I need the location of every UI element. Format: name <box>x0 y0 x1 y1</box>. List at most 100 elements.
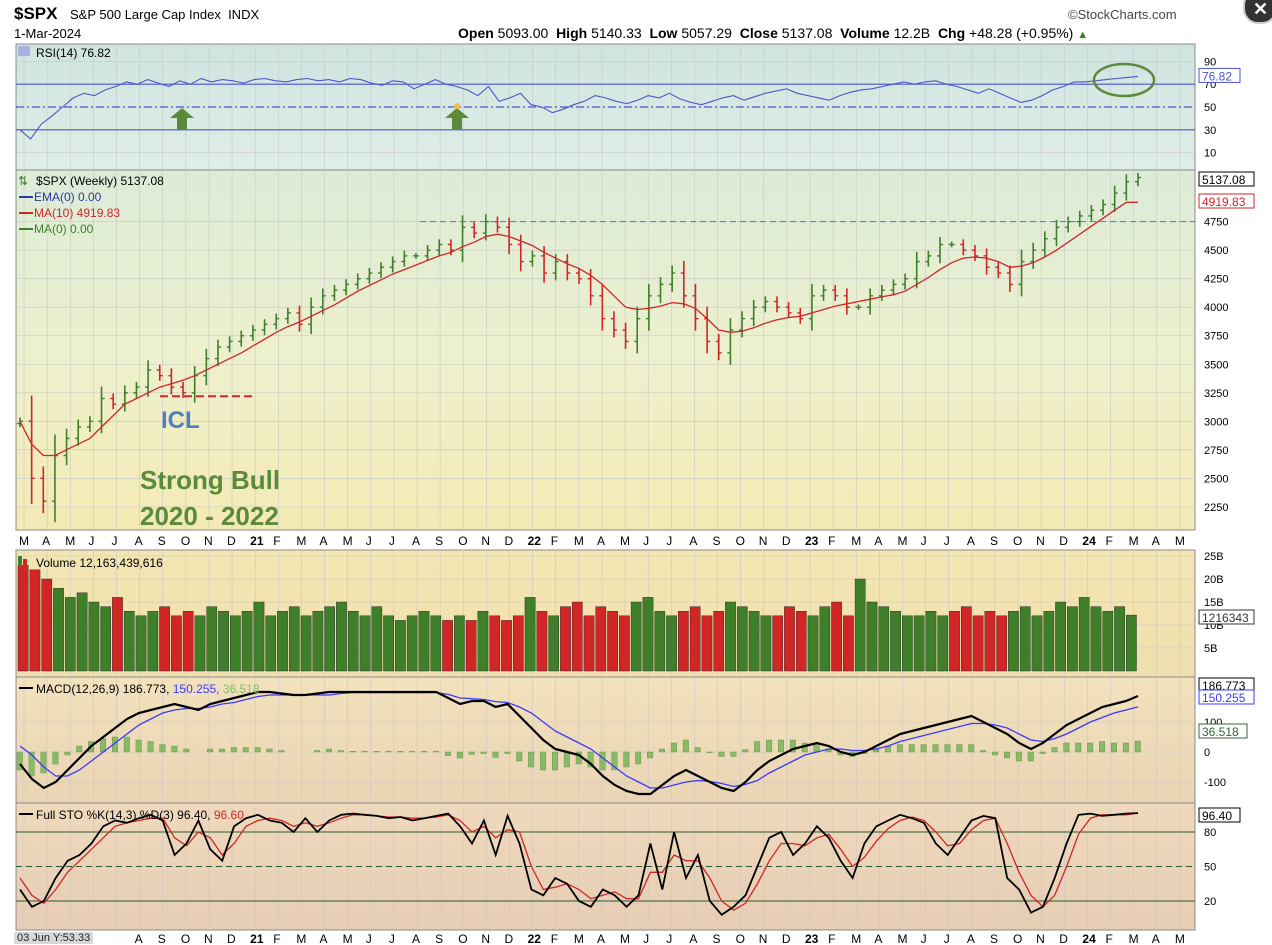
volume-bar <box>1078 597 1090 672</box>
month-label-bottom: A <box>689 932 697 945</box>
rsi-legend-swatch <box>18 46 30 56</box>
green-up-arrow-icon <box>445 108 469 130</box>
month-label-bottom: F <box>1106 932 1113 945</box>
sto-k-value: 96.40, <box>177 808 214 822</box>
macd-histogram-bar <box>337 750 344 753</box>
macd-histogram-bar <box>754 741 761 753</box>
volume-bar <box>548 615 560 672</box>
volume-bar <box>241 611 253 672</box>
ohlc-summary: Open 5093.00 High 5140.33 Low 5057.29 Cl… <box>458 25 1088 41</box>
volume-bar <box>725 601 736 672</box>
macd-hist-value: 36.518 <box>223 682 260 696</box>
macd-histogram-bar <box>789 739 796 753</box>
volume-bar <box>630 601 642 672</box>
volume-bar <box>395 620 406 672</box>
macd-histogram-bar <box>171 745 178 753</box>
macd-signal-value-box-box <box>1198 689 1255 705</box>
month-label-top: O <box>1013 534 1022 548</box>
volume-bar <box>1008 611 1019 672</box>
y-tick-label: 3750 <box>1204 331 1228 343</box>
macd-histogram-bar <box>563 751 570 768</box>
macd-histogram-bar <box>623 751 630 768</box>
volume-bar <box>1102 611 1114 672</box>
volume-value: 12.2B <box>893 25 931 41</box>
macd-histogram-bar <box>1075 742 1082 753</box>
month-label-top: 23 <box>805 534 819 548</box>
volume-bar <box>64 597 76 672</box>
volume-bar <box>371 606 383 672</box>
month-label-top: F <box>273 534 280 548</box>
rsi-label: RSI(14) 76.82 <box>36 46 111 60</box>
volume-bar <box>925 611 937 672</box>
y-tick-label: 4750 <box>1204 217 1228 229</box>
month-label-top: N <box>1036 534 1045 548</box>
month-label-top: O <box>736 534 745 548</box>
volume-bar <box>454 615 465 672</box>
price-panel-label: $SPX (Weekly) 5137.08 <box>36 174 164 188</box>
macd-hist-value-box: 36.518 <box>1202 725 1239 739</box>
y-tick-label: 2250 <box>1204 502 1228 514</box>
sto-d-value: 96.60 <box>214 808 244 822</box>
macd-histogram-bar <box>28 751 35 777</box>
volume-bar <box>913 615 925 672</box>
month-label-top: A <box>1152 534 1160 548</box>
month-label-top: S <box>158 534 166 548</box>
macd-signal-line <box>19 691 1139 789</box>
stockcharts-credit[interactable]: ©StockCharts.com <box>1068 7 1177 22</box>
month-label-bottom: O <box>1013 932 1022 945</box>
month-label-top: F <box>828 534 835 548</box>
month-label-top: S <box>435 534 443 548</box>
month-label-bottom: A <box>320 932 328 945</box>
volume-bar <box>748 611 760 672</box>
month-label-top: J <box>944 534 950 548</box>
macd-line <box>19 690 1139 796</box>
sto-value-box <box>1198 807 1241 823</box>
macd-histogram-bar <box>1122 742 1129 753</box>
month-label-top: J <box>389 534 395 548</box>
month-label-bottom: J <box>666 932 672 945</box>
month-label-bottom: S <box>990 932 998 945</box>
month-label-top: M <box>65 534 75 548</box>
macd-histogram-bar <box>230 747 237 753</box>
macd-value: 186.773, <box>123 682 173 696</box>
y-tick-label: 5B <box>1204 643 1217 655</box>
volume-bar <box>772 615 784 672</box>
macd-histogram-bar <box>920 744 927 753</box>
macd-histogram-bar <box>1027 751 1034 762</box>
month-label-top: M <box>1129 534 1139 548</box>
chg-up-icon: ▲ <box>1077 29 1089 41</box>
chg-label: Chg <box>937 25 966 41</box>
y-tick-label: 80 <box>1204 827 1216 839</box>
month-label-top: D <box>782 534 791 548</box>
volume-bar <box>1114 606 1125 672</box>
month-label-bottom: D <box>782 932 791 945</box>
month-label-bottom: O <box>736 932 745 945</box>
macd-histogram-bar <box>766 739 772 753</box>
volume-label: Volume <box>840 25 890 41</box>
chart-date: 1-Mar-2024 <box>14 26 82 41</box>
close-button[interactable]: ✕ <box>1243 0 1272 24</box>
y-tick-label: 20 <box>1204 896 1216 908</box>
month-label-top: J <box>666 534 672 548</box>
macd-histogram-bar <box>385 751 392 753</box>
month-label-bottom: F <box>551 932 558 945</box>
volume-bar <box>76 592 88 672</box>
macd-histogram-bar <box>76 745 83 753</box>
volume-bar <box>595 606 607 672</box>
volume-icon <box>18 556 22 566</box>
sto-value: 96.40 <box>1202 809 1232 823</box>
month-label-top: O <box>458 534 467 548</box>
macd-histogram-bar <box>1087 742 1094 753</box>
volume-bar <box>418 611 430 672</box>
sto-d-line <box>19 812 1139 911</box>
y-tick-label: 3500 <box>1204 359 1228 371</box>
month-label-bottom: S <box>435 932 443 945</box>
exchange-code: INDX <box>228 7 260 22</box>
macd-histogram-bar <box>540 751 547 771</box>
volume-bar <box>866 601 878 672</box>
macd-histogram-bar <box>956 744 963 753</box>
macd-histogram-bar <box>492 751 499 758</box>
volume-bar <box>902 615 913 672</box>
macd-histogram-bar <box>64 751 71 756</box>
